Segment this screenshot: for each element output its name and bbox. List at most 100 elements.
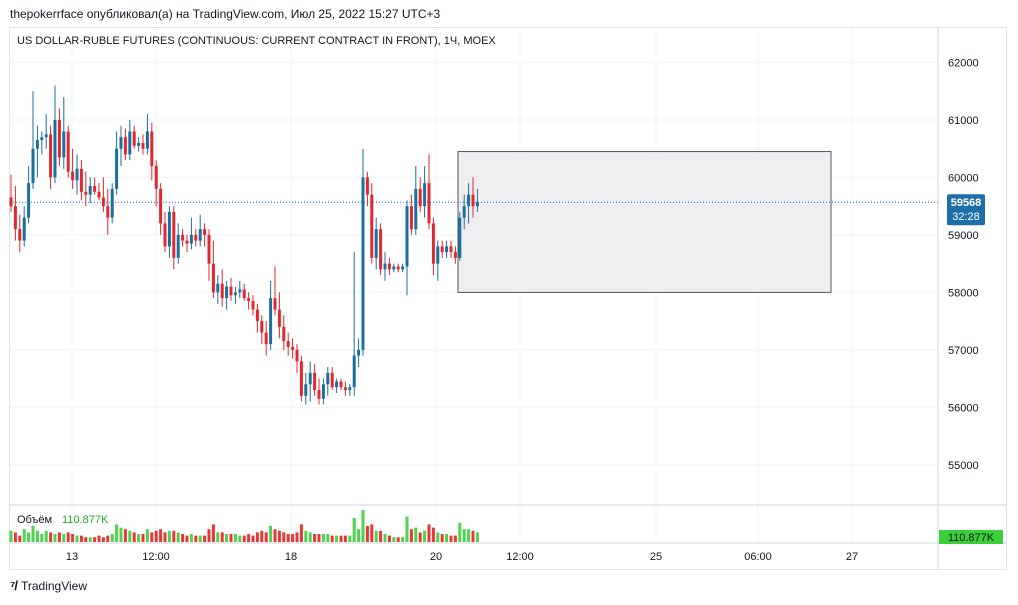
candle[interactable]: [167, 206, 171, 258]
candle[interactable]: [44, 114, 48, 149]
candle[interactable]: [436, 240, 440, 281]
range-rectangle[interactable]: [457, 151, 832, 293]
candle[interactable]: [282, 315, 286, 350]
candle[interactable]: [154, 160, 158, 207]
candle[interactable]: [13, 186, 17, 241]
candle[interactable]: [115, 131, 119, 195]
author-name[interactable]: thepokerrface: [10, 7, 84, 21]
candle[interactable]: [247, 292, 251, 310]
candle[interactable]: [93, 177, 97, 195]
candle[interactable]: [295, 344, 299, 373]
candle[interactable]: [269, 280, 273, 350]
candle[interactable]: [163, 211, 167, 253]
candle[interactable]: [255, 303, 259, 333]
candle[interactable]: [418, 177, 422, 212]
candle[interactable]: [22, 206, 26, 247]
candle[interactable]: [62, 96, 66, 169]
candle[interactable]: [286, 332, 290, 356]
candle[interactable]: [194, 229, 198, 247]
candle[interactable]: [35, 125, 39, 178]
candle[interactable]: [370, 183, 374, 264]
candle[interactable]: [84, 171, 88, 207]
candle[interactable]: [176, 223, 180, 264]
candle[interactable]: [462, 194, 466, 230]
candle[interactable]: [31, 91, 35, 189]
tradingview-logo-icon[interactable]: ⁷/: [10, 578, 18, 593]
candle[interactable]: [9, 174, 13, 212]
candle[interactable]: [414, 165, 418, 235]
candle[interactable]: [53, 85, 57, 184]
candle[interactable]: [238, 280, 242, 299]
candle[interactable]: [317, 378, 321, 405]
candle[interactable]: [467, 183, 471, 224]
candle[interactable]: [49, 125, 53, 189]
candle[interactable]: [423, 165, 427, 218]
candle[interactable]: [445, 240, 449, 258]
candle[interactable]: [181, 229, 185, 247]
candle[interactable]: [365, 171, 369, 207]
candle[interactable]: [260, 315, 264, 345]
candle[interactable]: [216, 275, 220, 304]
candle[interactable]: [71, 148, 75, 189]
candle[interactable]: [57, 108, 61, 166]
candle[interactable]: [387, 257, 391, 276]
candle[interactable]: [304, 372, 308, 405]
candle[interactable]: [475, 188, 479, 212]
candle[interactable]: [141, 134, 145, 155]
candle[interactable]: [172, 206, 176, 270]
candle[interactable]: [348, 384, 352, 396]
candle[interactable]: [75, 154, 79, 195]
candle[interactable]: [207, 229, 211, 281]
candle[interactable]: [220, 269, 224, 307]
candle[interactable]: [106, 188, 110, 235]
candle[interactable]: [392, 263, 396, 273]
candle[interactable]: [357, 338, 361, 368]
candle[interactable]: [225, 280, 229, 310]
candle[interactable]: [145, 114, 149, 155]
candle[interactable]: [132, 125, 136, 149]
candle[interactable]: [299, 355, 303, 402]
candle[interactable]: [308, 361, 312, 402]
candle[interactable]: [453, 246, 457, 264]
candle[interactable]: [321, 378, 325, 405]
candle[interactable]: [66, 125, 70, 178]
candle[interactable]: [119, 125, 123, 166]
candle[interactable]: [123, 128, 127, 161]
candle[interactable]: [401, 263, 405, 273]
candle[interactable]: [343, 381, 347, 396]
candle[interactable]: [211, 240, 215, 299]
candle[interactable]: [277, 292, 281, 339]
candle[interactable]: [233, 286, 237, 304]
candle[interactable]: [88, 177, 92, 204]
candle[interactable]: [79, 160, 83, 201]
candle[interactable]: [242, 283, 246, 301]
candle[interactable]: [101, 177, 105, 212]
candle[interactable]: [97, 183, 101, 201]
candle[interactable]: [361, 148, 365, 356]
candle[interactable]: [383, 252, 387, 281]
candle[interactable]: [18, 214, 22, 253]
candle[interactable]: [396, 263, 400, 273]
candle[interactable]: [330, 367, 334, 391]
candle[interactable]: [352, 252, 356, 396]
candle[interactable]: [159, 183, 163, 235]
candle[interactable]: [449, 240, 453, 258]
candle[interactable]: [27, 165, 31, 224]
candle[interactable]: [137, 137, 141, 152]
candle[interactable]: [203, 223, 207, 247]
candle[interactable]: [405, 200, 409, 296]
candle[interactable]: [471, 177, 475, 218]
candle[interactable]: [291, 338, 295, 359]
candle[interactable]: [335, 378, 339, 393]
candle[interactable]: [150, 122, 154, 181]
candle[interactable]: [427, 154, 431, 230]
candle[interactable]: [264, 321, 268, 356]
candle[interactable]: [251, 295, 255, 316]
candle[interactable]: [440, 240, 444, 258]
candle[interactable]: [379, 223, 383, 276]
candle[interactable]: [40, 131, 44, 155]
candle[interactable]: [198, 214, 202, 247]
candle[interactable]: [326, 367, 330, 396]
candle[interactable]: [189, 217, 193, 250]
